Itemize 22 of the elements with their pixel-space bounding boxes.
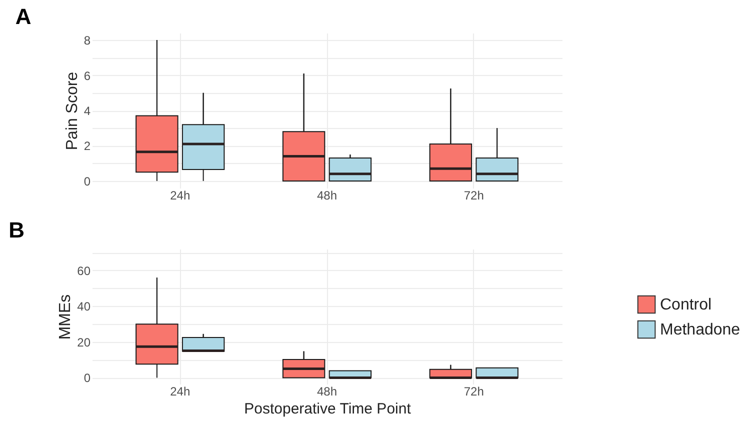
x-tick-label: 72h (464, 188, 484, 202)
x-tick-label: 24h (170, 384, 190, 398)
legend-label: Control (660, 296, 712, 314)
y-tick-label: 2 (84, 139, 91, 154)
x-tick-label: 24h (170, 188, 190, 202)
x-axis-title: Postoperative Time Point (244, 400, 412, 418)
chart-title: A (15, 4, 32, 29)
y-axis-title: MMEs (57, 294, 74, 340)
y-tick-label: 0 (84, 174, 91, 188)
chart-title: B (8, 218, 25, 243)
y-tick-label: 4 (84, 104, 91, 118)
x-tick-label: 72h (464, 384, 484, 398)
y-tick-label: 6 (84, 68, 91, 83)
legend-label: Methadone (660, 322, 740, 338)
y-tick-label: 60 (77, 264, 91, 278)
x-tick-label: 48h (316, 188, 338, 202)
y-axis-title: Pain Score (64, 72, 81, 150)
x-tick-label: 48h (316, 384, 338, 398)
y-tick-label: 20 (77, 335, 91, 350)
y-tick-label: 0 (84, 371, 91, 386)
y-tick-label: 8 (84, 34, 91, 48)
y-tick-label: 40 (77, 300, 91, 314)
